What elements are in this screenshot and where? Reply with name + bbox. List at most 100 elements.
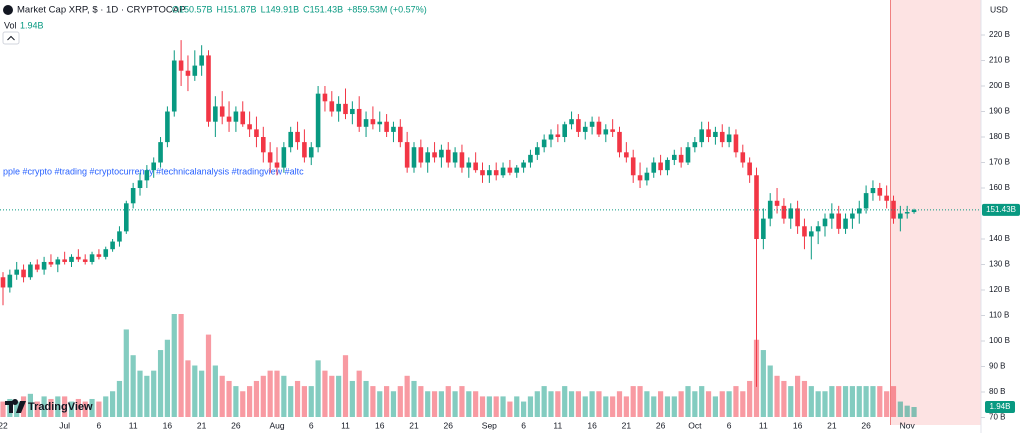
y-tick-label: 110 B bbox=[989, 311, 1009, 320]
volume-bar bbox=[41, 396, 47, 417]
candle-body bbox=[617, 131, 622, 153]
volume-bar bbox=[445, 386, 451, 417]
logo-icon bbox=[5, 398, 26, 413]
candle-body bbox=[350, 108, 355, 115]
volume-bar bbox=[500, 396, 506, 417]
x-tick-label: 11 bbox=[129, 420, 138, 430]
candle-body bbox=[884, 195, 889, 201]
plot bbox=[0, 40, 917, 417]
volume-bar bbox=[890, 386, 897, 417]
candle-body bbox=[7, 274, 13, 288]
volume-bar bbox=[849, 386, 855, 417]
volume-bar bbox=[596, 391, 602, 417]
candle-body bbox=[644, 172, 650, 181]
header-stat: H151.87B bbox=[217, 4, 257, 14]
candle-body bbox=[110, 241, 115, 250]
candle-body bbox=[62, 259, 67, 262]
candle-body bbox=[267, 152, 273, 163]
y-tick-label: 90 B bbox=[989, 362, 1005, 371]
candle-body bbox=[48, 261, 54, 265]
candle-body bbox=[192, 65, 198, 76]
volume-bar bbox=[856, 386, 862, 417]
candle-body bbox=[28, 264, 33, 278]
volume-bar bbox=[726, 391, 732, 417]
candle-body bbox=[425, 152, 430, 163]
volume-bar bbox=[240, 391, 246, 417]
candle-body bbox=[473, 162, 478, 171]
x-tick-label: 26 bbox=[861, 420, 871, 430]
watermark: TradingView bbox=[28, 401, 93, 413]
volume-bar bbox=[110, 391, 116, 417]
volume-bar bbox=[733, 386, 739, 417]
volume-bar bbox=[233, 386, 239, 417]
volume-bar bbox=[0, 401, 6, 417]
volume-bar bbox=[651, 396, 657, 417]
volume-bar bbox=[336, 375, 342, 417]
volume-bar bbox=[390, 391, 397, 417]
volume-bar bbox=[185, 360, 191, 417]
candle-body bbox=[171, 60, 177, 112]
header-stat: O150.57B bbox=[172, 4, 213, 14]
candle-body bbox=[144, 170, 150, 181]
x-tick-label: 21 bbox=[827, 420, 837, 430]
currency: USD bbox=[990, 4, 1008, 14]
volume-bar bbox=[75, 398, 81, 417]
candle-body bbox=[548, 134, 554, 140]
candle-body bbox=[555, 134, 561, 138]
candle-body bbox=[911, 209, 917, 213]
x-tick-label: Jul bbox=[59, 420, 70, 430]
volume-bar bbox=[397, 386, 403, 417]
volume-bar bbox=[226, 380, 232, 417]
volume-bar bbox=[658, 391, 664, 417]
candle-body bbox=[706, 129, 711, 138]
volume-bar bbox=[425, 391, 431, 417]
volume-bar bbox=[562, 386, 568, 417]
candle-body bbox=[699, 129, 704, 143]
volume-bar bbox=[610, 396, 616, 417]
volume-bar bbox=[747, 380, 753, 417]
candle-body bbox=[822, 218, 828, 227]
candle-body bbox=[480, 170, 485, 176]
x-tick-label: 21 bbox=[197, 420, 207, 430]
volume-bar bbox=[486, 396, 492, 417]
highlight-zone bbox=[890, 0, 981, 425]
volume-bar bbox=[288, 386, 294, 417]
y-tick-label: 80 B bbox=[989, 387, 1005, 396]
volume-bar bbox=[130, 355, 136, 417]
candle-body bbox=[137, 180, 143, 189]
volume-bar bbox=[404, 375, 410, 417]
volume-bar bbox=[623, 396, 629, 417]
candle-body bbox=[432, 152, 437, 158]
candle-body bbox=[96, 254, 102, 257]
candle-body bbox=[596, 121, 602, 135]
y-tick-label: 130 B bbox=[989, 260, 1010, 269]
collapse-button[interactable] bbox=[2, 31, 20, 45]
volume-bar bbox=[274, 370, 280, 417]
volume-bar bbox=[294, 380, 301, 417]
header-stats: O150.57B H151.87B L149.91B C151.43B +859.53M… bbox=[172, 4, 427, 14]
candle-body bbox=[130, 188, 136, 204]
candle-body bbox=[158, 142, 163, 163]
price-label-box bbox=[982, 203, 1020, 216]
y-tick-label: 170 B bbox=[989, 158, 1010, 167]
x-tick-label: 11 bbox=[341, 420, 350, 430]
candle-body bbox=[452, 152, 458, 163]
volume-bar bbox=[171, 314, 177, 417]
volume-bar bbox=[34, 401, 40, 417]
volume-bar bbox=[349, 380, 355, 417]
candle-body bbox=[213, 106, 218, 122]
volume-bar bbox=[897, 401, 903, 417]
y-tick-label: 210 B bbox=[989, 56, 1010, 65]
volume-bar bbox=[315, 360, 321, 417]
volume-bar bbox=[568, 391, 575, 417]
candle-body bbox=[343, 103, 348, 115]
candle-body bbox=[535, 147, 540, 155]
volume-bar bbox=[904, 405, 910, 417]
candle-body bbox=[329, 101, 335, 112]
x-tick-label: Nov bbox=[900, 420, 916, 430]
candle-body bbox=[630, 157, 636, 176]
candle-body bbox=[445, 149, 451, 163]
candle-body bbox=[89, 254, 95, 262]
candle-body bbox=[391, 126, 396, 132]
candle-body bbox=[528, 154, 533, 163]
